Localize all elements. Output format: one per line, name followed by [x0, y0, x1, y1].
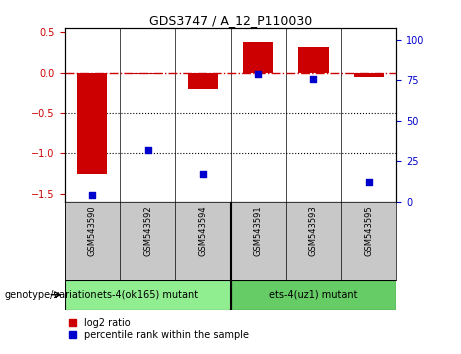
Point — [89, 193, 96, 198]
Text: GSM543591: GSM543591 — [254, 206, 263, 256]
Point — [199, 171, 207, 177]
Text: GSM543592: GSM543592 — [143, 206, 152, 256]
Point — [310, 76, 317, 81]
Text: ets-4(ok165) mutant: ets-4(ok165) mutant — [97, 290, 198, 300]
Point — [144, 147, 151, 153]
Bar — [77, 73, 107, 173]
Text: genotype/variation: genotype/variation — [5, 290, 97, 300]
Bar — [230, 280, 396, 310]
Text: GSM543595: GSM543595 — [364, 206, 373, 256]
Point — [365, 179, 372, 185]
Bar — [188, 73, 218, 89]
Bar — [65, 280, 230, 310]
Bar — [132, 73, 163, 74]
Text: GSM543594: GSM543594 — [198, 206, 207, 256]
Title: GDS3747 / A_12_P110030: GDS3747 / A_12_P110030 — [149, 14, 312, 27]
Text: GSM543590: GSM543590 — [88, 206, 97, 256]
Bar — [243, 42, 273, 73]
Text: ets-4(uz1) mutant: ets-4(uz1) mutant — [269, 290, 358, 300]
Bar — [298, 47, 329, 73]
Legend: log2 ratio, percentile rank within the sample: log2 ratio, percentile rank within the s… — [70, 318, 249, 340]
Bar — [354, 73, 384, 77]
Text: GSM543593: GSM543593 — [309, 206, 318, 256]
Point — [254, 71, 262, 76]
